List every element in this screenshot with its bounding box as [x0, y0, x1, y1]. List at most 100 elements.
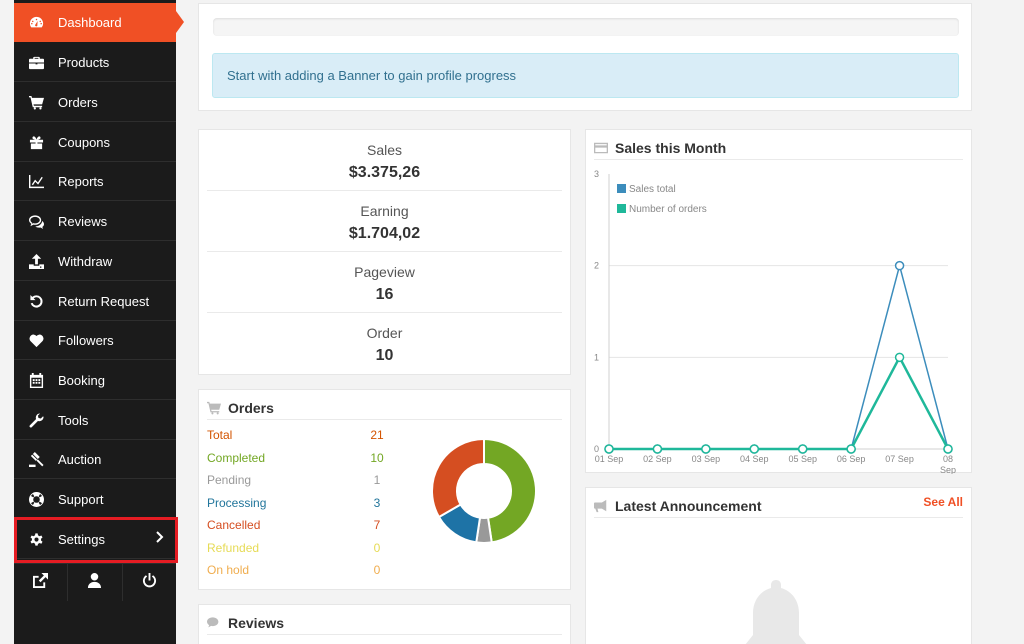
data-point[interactable] — [652, 444, 663, 454]
sidebar-item-booking[interactable]: Booking — [14, 361, 176, 400]
announcement-panel: Latest Announcement See All — [585, 487, 972, 644]
legend-label: Number of orders — [629, 204, 707, 215]
stat-label: Earning — [360, 203, 409, 219]
sidebar: Dashboard Products Orders Coupons Report… — [14, 0, 184, 644]
order-status-row[interactable]: Completed 10 — [207, 451, 387, 471]
profile-progress-panel: Start with adding a Banner to gain profi… — [198, 3, 972, 111]
data-point[interactable] — [943, 444, 953, 454]
wrench-icon — [14, 412, 58, 428]
sidebar-item-dashboard[interactable]: Dashboard — [14, 3, 184, 42]
cart-icon — [14, 95, 58, 110]
bullhorn-icon — [594, 499, 607, 512]
sidebar-item-tools[interactable]: Tools — [14, 401, 176, 440]
credit-card-icon — [594, 142, 608, 153]
dashboard-icon — [14, 15, 58, 30]
sidebar-item-label: Support — [58, 491, 104, 507]
upload-icon — [14, 253, 58, 269]
sidebar-item-label: Reviews — [58, 213, 108, 229]
reviews-panel-header: Reviews — [207, 611, 562, 635]
orders-donut-chart — [431, 438, 537, 544]
order-status-label: Completed — [207, 450, 266, 465]
visit-store-button[interactable] — [14, 564, 69, 601]
data-point[interactable] — [604, 444, 614, 454]
orders-panel-header: Orders — [207, 396, 562, 420]
sales-chart-panel: Sales this Month 0 1 2 3 01 Sep 02 Sep 03 Sep 0… — [585, 129, 972, 474]
order-status-count: 3 — [373, 495, 381, 510]
announcement-title: Latest Announcement — [615, 497, 762, 514]
order-status-label: Total — [207, 428, 233, 442]
y-tick-label: 3 — [594, 169, 599, 179]
sidebar-item-withdraw[interactable]: Withdraw — [14, 242, 176, 281]
sidebar-item-settings[interactable]: Settings — [14, 520, 176, 559]
order-status-label: Pending — [207, 473, 252, 487]
sidebar-item-reports[interactable]: Reports — [14, 162, 176, 201]
order-status-row[interactable]: On hold 0 — [207, 563, 387, 583]
sidebar-item-label: Tools — [58, 412, 89, 428]
donut-slice-completed[interactable] — [483, 438, 537, 544]
data-point[interactable] — [894, 260, 905, 271]
order-status-count: 21 — [370, 428, 384, 442]
order-status-row[interactable]: Processing 3 — [207, 496, 387, 516]
y-tick-label: 0 — [594, 444, 599, 454]
stat-sales: Sales $3.375,26 — [207, 130, 562, 191]
sidebar-item-products[interactable]: Products — [14, 43, 176, 82]
sidebar-item-label: Dashboard — [58, 15, 122, 30]
legend-swatch — [617, 204, 626, 213]
order-status-label: Refunded — [207, 540, 260, 555]
legend-swatch — [617, 184, 626, 193]
order-status-row[interactable]: Cancelled 7 — [207, 518, 387, 538]
sales-chart-header: Sales this Month — [594, 136, 963, 160]
reviews-panel: Reviews — [198, 604, 571, 644]
sidebar-item-orders[interactable]: Orders — [14, 83, 176, 122]
x-tick-label: 02 Sep — [643, 454, 672, 464]
order-status-count: 7 — [373, 518, 381, 532]
sidebar-item-label: Orders — [58, 94, 98, 110]
sidebar-item-reviews[interactable]: Reviews — [14, 202, 176, 241]
donut-slice-cancelled[interactable] — [431, 438, 485, 519]
x-tick-label: 07 Sep — [885, 454, 914, 464]
external-link-icon — [33, 572, 49, 593]
comments-icon — [14, 214, 58, 229]
orders-panel: Orders Total 21 Completed 10 Pending 1 Process… — [198, 389, 571, 590]
order-status-label: On hold — [207, 563, 250, 577]
order-status-row[interactable]: Pending 1 — [207, 473, 387, 493]
orders-title: Orders — [228, 399, 274, 416]
logout-button[interactable] — [123, 564, 176, 601]
data-point[interactable] — [749, 444, 760, 454]
sidebar-item-label: Products — [58, 54, 110, 70]
stats-panel: Sales $3.375,26 Earning $1.704,02 Pagevi… — [198, 129, 571, 375]
see-all-link[interactable]: See All — [923, 495, 963, 509]
stat-earning: Earning $1.704,02 — [207, 191, 562, 252]
sidebar-item-label: Withdraw — [58, 253, 113, 269]
sidebar-item-return-request[interactable]: Return Request — [14, 282, 176, 321]
profile-button[interactable] — [68, 564, 123, 601]
x-tick-label: 04 Sep — [740, 454, 769, 464]
order-status-label: Cancelled — [207, 518, 261, 532]
stat-label: Order — [366, 325, 403, 341]
announcement-header: Latest Announcement — [594, 494, 963, 518]
bell-icon — [745, 580, 807, 644]
gear-icon — [14, 532, 58, 547]
data-point[interactable] — [846, 444, 856, 454]
sidebar-item-followers[interactable]: Followers — [14, 321, 176, 360]
sidebar-item-auction[interactable]: Auction — [14, 440, 176, 479]
order-status-row[interactable]: Refunded 0 — [207, 541, 387, 561]
cart-icon — [207, 401, 221, 414]
heart-icon — [14, 333, 58, 348]
data-point[interactable] — [701, 444, 711, 454]
data-point[interactable] — [894, 352, 905, 363]
sales-line-chart: 0 1 2 3 01 Sep 02 Sep 03 Sep 04 Sep 05 Sep 06 Sep… — [594, 169, 956, 474]
y-tick-label: 2 — [594, 261, 599, 271]
order-status-count: 0 — [373, 540, 381, 555]
series-line-number-of-orders — [609, 354, 950, 451]
calendar-icon — [14, 372, 58, 388]
sidebar-item-support[interactable]: Support — [14, 480, 176, 519]
order-status-row[interactable]: Total 21 — [207, 428, 387, 448]
profile-progress-bar — [213, 18, 959, 36]
sidebar-item-coupons[interactable]: Coupons — [14, 123, 176, 162]
stat-value: $3.375,26 — [348, 164, 421, 181]
data-point[interactable] — [797, 444, 808, 454]
reviews-title: Reviews — [228, 614, 285, 631]
comments-icon — [207, 616, 219, 627]
order-status-count: 10 — [370, 450, 384, 465]
